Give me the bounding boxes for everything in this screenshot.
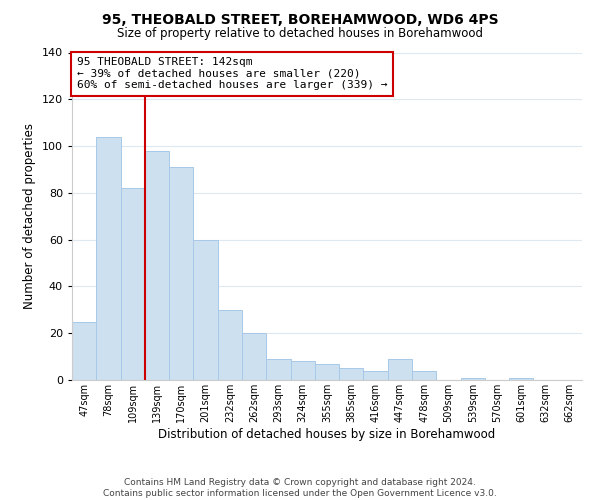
Text: Size of property relative to detached houses in Borehamwood: Size of property relative to detached ho… bbox=[117, 28, 483, 40]
Bar bbox=[266, 359, 290, 380]
Bar bbox=[290, 362, 315, 380]
Bar bbox=[339, 368, 364, 380]
Bar bbox=[96, 136, 121, 380]
Bar bbox=[193, 240, 218, 380]
Bar bbox=[412, 370, 436, 380]
Bar bbox=[509, 378, 533, 380]
Text: 95 THEOBALD STREET: 142sqm
← 39% of detached houses are smaller (220)
60% of sem: 95 THEOBALD STREET: 142sqm ← 39% of deta… bbox=[77, 57, 388, 90]
Bar bbox=[72, 322, 96, 380]
Text: 95, THEOBALD STREET, BOREHAMWOOD, WD6 4PS: 95, THEOBALD STREET, BOREHAMWOOD, WD6 4P… bbox=[101, 12, 499, 26]
Bar bbox=[121, 188, 145, 380]
Bar bbox=[461, 378, 485, 380]
Bar bbox=[218, 310, 242, 380]
Bar bbox=[364, 370, 388, 380]
Y-axis label: Number of detached properties: Number of detached properties bbox=[23, 123, 36, 309]
Text: Contains HM Land Registry data © Crown copyright and database right 2024.
Contai: Contains HM Land Registry data © Crown c… bbox=[103, 478, 497, 498]
Bar bbox=[169, 167, 193, 380]
Bar bbox=[388, 359, 412, 380]
Bar bbox=[242, 333, 266, 380]
X-axis label: Distribution of detached houses by size in Borehamwood: Distribution of detached houses by size … bbox=[158, 428, 496, 440]
Bar bbox=[315, 364, 339, 380]
Bar bbox=[145, 151, 169, 380]
